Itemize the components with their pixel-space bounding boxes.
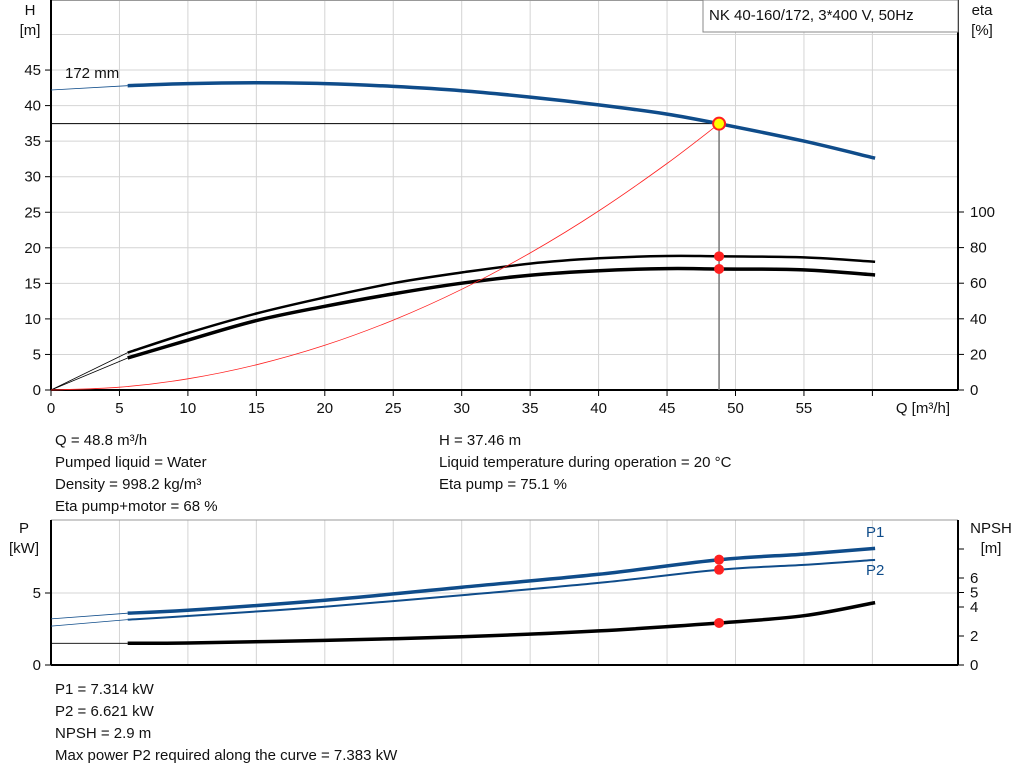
q-tick-label: 20 bbox=[316, 400, 333, 417]
q-tick-label: 45 bbox=[659, 400, 676, 417]
performance-chart: 0 5 10 15 20 25 30 35 40 45 0 20 40 60 80 100 0 5 10 15 20 25… bbox=[20, 0, 995, 417]
q-tick-label: 55 bbox=[796, 400, 813, 417]
p-axis-unit: [kW] bbox=[9, 540, 39, 557]
q-tick-label: 25 bbox=[385, 400, 402, 417]
result-npsh: NPSH = 2.9 m bbox=[55, 725, 152, 742]
q-tick-label: 0 bbox=[47, 400, 55, 417]
result-max-p2: Max power P2 required along the curve = … bbox=[55, 747, 398, 764]
p-tick-label: 5 bbox=[33, 585, 41, 602]
result-h: H = 37.46 m bbox=[439, 432, 522, 449]
h-tick-label: 35 bbox=[24, 133, 41, 150]
h-tick-label: 40 bbox=[24, 98, 41, 115]
result-p2: P2 = 6.621 kW bbox=[55, 703, 154, 720]
q-tick-label: 5 bbox=[115, 400, 123, 417]
duty-point-head bbox=[712, 116, 727, 131]
npsh-tick-label: 5 bbox=[970, 585, 978, 602]
eta-tick-label: 60 bbox=[970, 275, 987, 292]
npsh-axis-unit: [m] bbox=[981, 540, 1002, 557]
q-tick-label: 35 bbox=[522, 400, 539, 417]
duty-point-eta-pump bbox=[714, 251, 725, 262]
duty-point-p1 bbox=[714, 554, 725, 565]
eta-tick-label: 100 bbox=[970, 204, 995, 221]
curve-head bbox=[127, 81, 876, 160]
npsh-tick-label: 4 bbox=[970, 599, 978, 616]
p-axis-label: P bbox=[19, 520, 29, 537]
result-density: Density = 998.2 kg/m³ bbox=[55, 476, 202, 493]
eta-axis-label: eta bbox=[972, 2, 994, 19]
h-tick-label: 15 bbox=[24, 275, 41, 292]
q-tick-label: 40 bbox=[590, 400, 607, 417]
h-tick-label: 10 bbox=[24, 311, 41, 328]
curve-P1 bbox=[127, 546, 876, 615]
npsh-tick-label: 2 bbox=[970, 628, 978, 645]
result-eta-pump: Eta pump = 75.1 % bbox=[439, 476, 567, 493]
chart-title: NK 40-160/172, 3*400 V, 50Hz bbox=[709, 7, 914, 24]
h-tick-label: 5 bbox=[33, 346, 41, 363]
result-q: Q = 48.8 m³/h bbox=[55, 432, 148, 449]
curve-extension-eta_pump bbox=[50, 352, 128, 391]
duty-point-eta-total bbox=[714, 263, 725, 274]
legend-p2: P2 bbox=[866, 562, 884, 579]
results-left: Q = 48.8 m³/h Pumped liquid = Water Dens… bbox=[55, 430, 218, 518]
q-tick-label: 15 bbox=[248, 400, 265, 417]
curve-P2 bbox=[127, 558, 876, 621]
eta-tick-label: 80 bbox=[970, 240, 987, 257]
curve-extension-P2 bbox=[50, 619, 128, 627]
curve-eta_pump bbox=[127, 254, 876, 354]
curve-eta_total bbox=[127, 266, 876, 360]
h-tick-label: 25 bbox=[24, 204, 41, 221]
q-tick-label: 50 bbox=[727, 400, 744, 417]
curve-npsh bbox=[127, 600, 876, 646]
eta-tick-label: 20 bbox=[970, 346, 987, 363]
duty-point-p2 bbox=[714, 564, 725, 575]
h-tick-label: 30 bbox=[24, 169, 41, 186]
q-tick-label: 10 bbox=[180, 400, 197, 417]
h-tick-label: 20 bbox=[24, 240, 41, 257]
legend-p1: P1 bbox=[866, 524, 884, 541]
h-tick-label: 0 bbox=[33, 382, 41, 399]
h-tick-label: 45 bbox=[24, 62, 41, 79]
npsh-tick-label: 6 bbox=[970, 570, 978, 587]
eta-axis-unit: [%] bbox=[971, 22, 993, 39]
q-tick-label: 30 bbox=[453, 400, 470, 417]
results-right: H = 37.46 m Liquid temperature during op… bbox=[439, 430, 731, 496]
result-p1: P1 = 7.314 kW bbox=[55, 681, 154, 698]
title-box bbox=[702, 0, 959, 33]
eta-tick-label: 0 bbox=[970, 382, 978, 399]
npsh-tick-label: 0 bbox=[970, 657, 978, 674]
duty-point-npsh bbox=[714, 617, 725, 628]
h-axis-label: H bbox=[25, 2, 36, 19]
curve-extension-P1 bbox=[50, 612, 128, 620]
npsh-axis-label: NPSH bbox=[970, 520, 1012, 537]
curve-label: 172 mm bbox=[65, 65, 119, 82]
results-bottom: P1 = 7.314 kW P2 = 6.621 kW NPSH = 2.9 m… bbox=[55, 679, 397, 767]
q-axis-label: Q [m³/h] bbox=[896, 400, 950, 417]
curve-extension-eta_total bbox=[50, 357, 128, 391]
result-temperature: Liquid temperature during operation = 20… bbox=[439, 454, 732, 471]
result-liquid: Pumped liquid = Water bbox=[55, 454, 207, 471]
result-eta-total: Eta pump+motor = 68 % bbox=[55, 498, 218, 515]
eta-tick-label: 40 bbox=[970, 311, 987, 328]
h-axis-unit: [m] bbox=[20, 22, 41, 39]
curve-system bbox=[50, 123, 720, 391]
p-tick-label: 0 bbox=[33, 657, 41, 674]
curve-extension-head bbox=[50, 85, 128, 91]
